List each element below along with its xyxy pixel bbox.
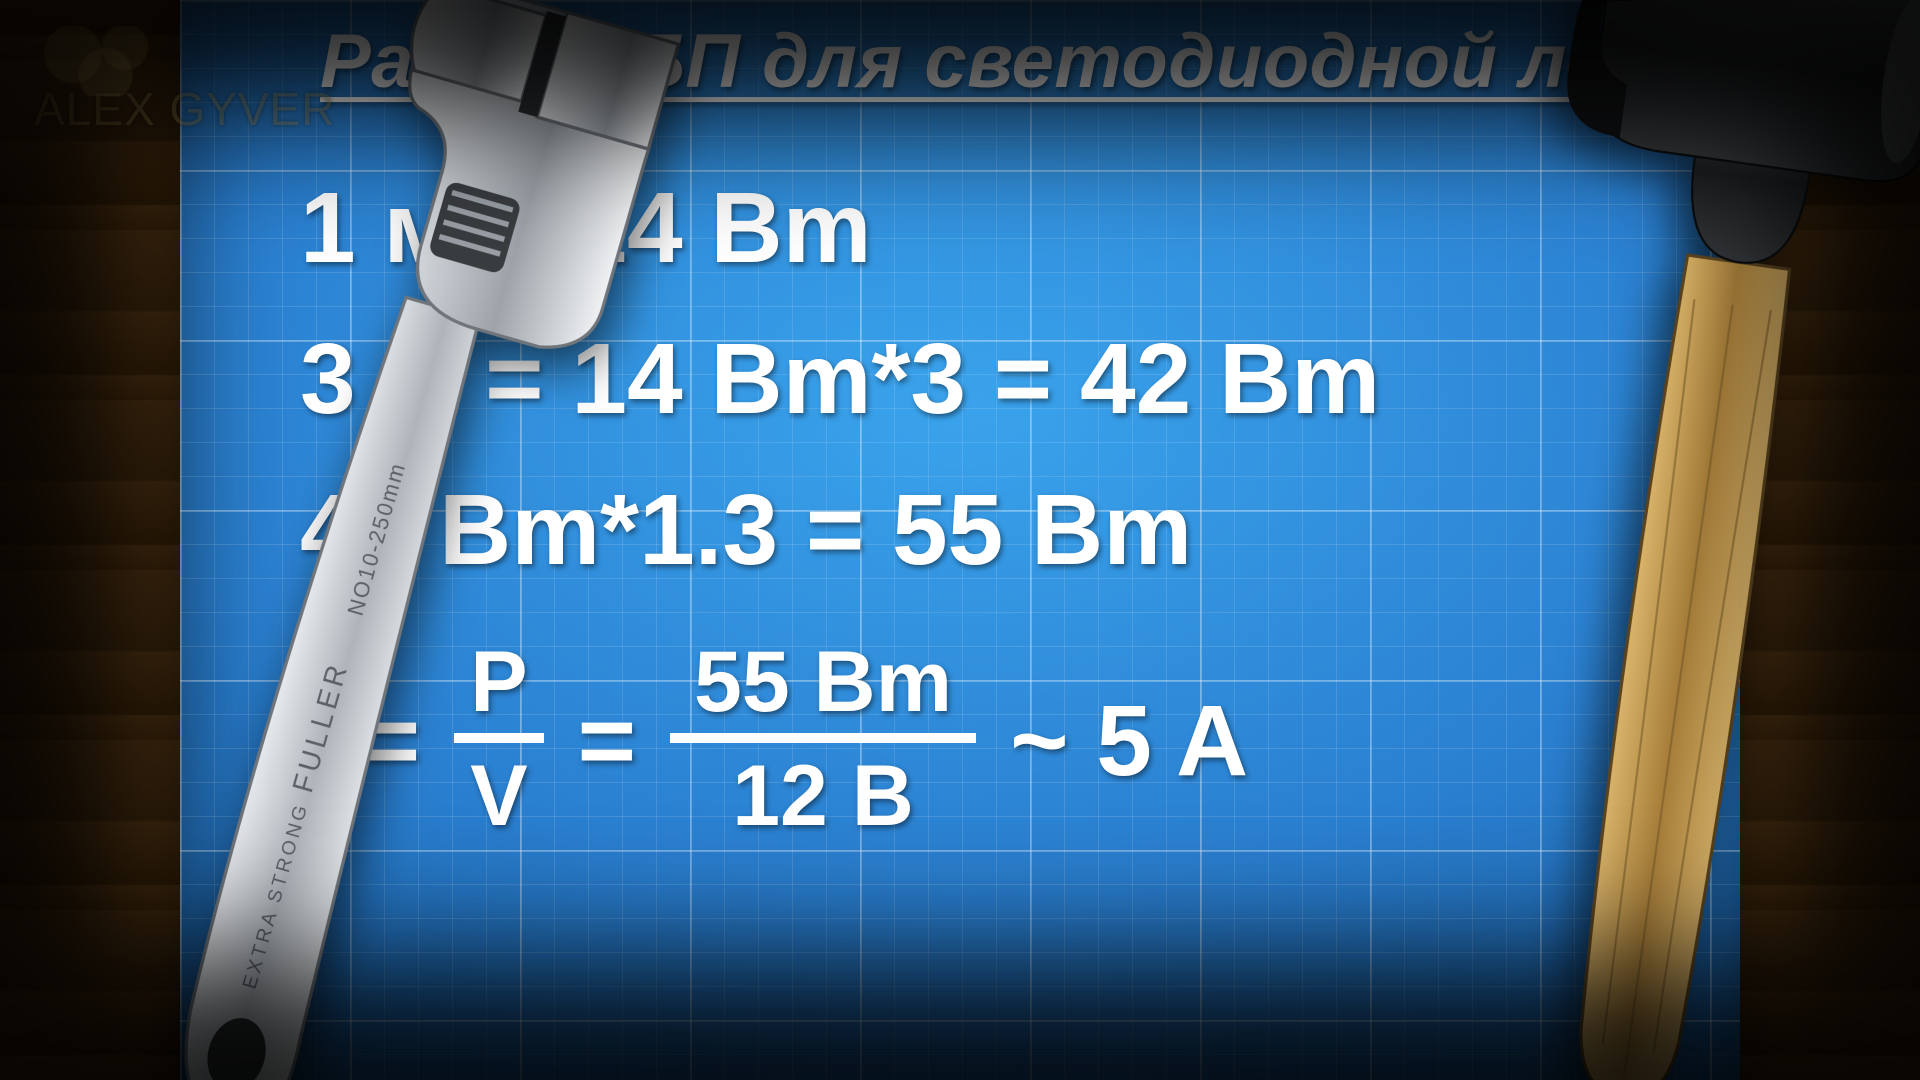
fraction-numerator-55w: 55 Вm (670, 639, 976, 729)
fraction-bar-2 (670, 733, 976, 743)
fraction-denominator-12v: 12 В (708, 753, 938, 843)
fraction-55-over-12: 55 Вm 12 В (670, 639, 976, 843)
channel-watermark: ALEX GYVER (34, 26, 335, 136)
watermark-text: ALEX GYVER (34, 83, 335, 135)
formula-approx-5a: ~ 5 A (1010, 684, 1248, 799)
